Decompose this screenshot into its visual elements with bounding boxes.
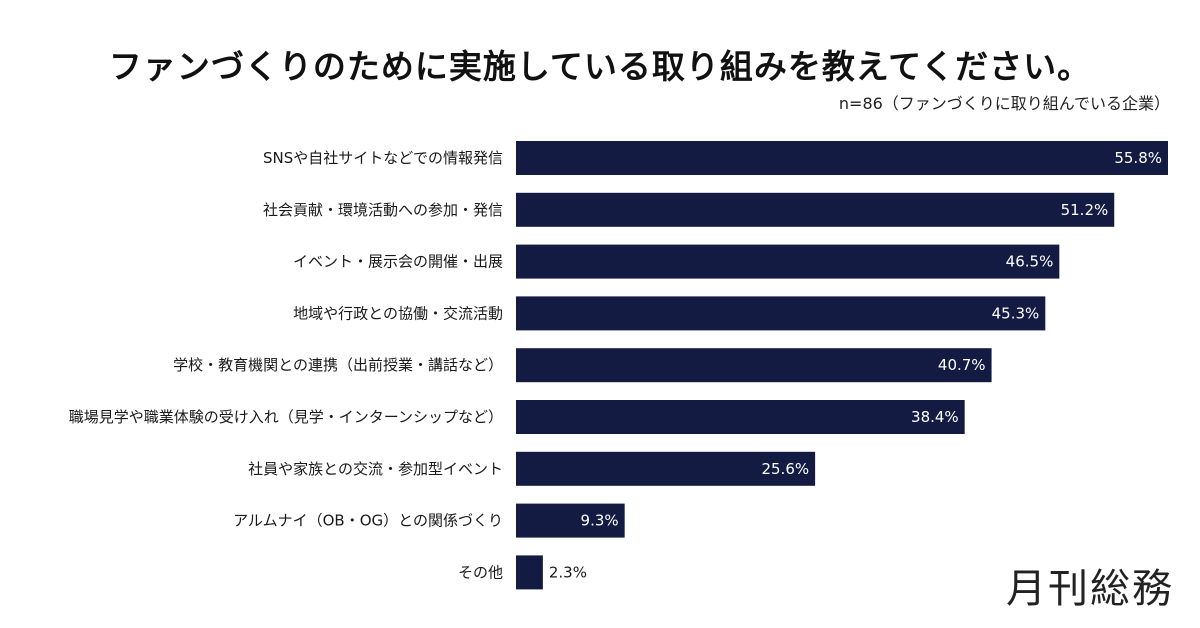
bar xyxy=(516,141,1168,175)
bar xyxy=(516,192,1115,227)
category-label: 地域や行政との協働・交流活動 xyxy=(293,304,503,322)
bar xyxy=(516,451,816,486)
category-label: 学校・教育機関との連携（出前授業・講話など） xyxy=(173,356,503,374)
category-label: その他 xyxy=(458,563,503,581)
bar xyxy=(516,555,543,590)
bar xyxy=(516,348,992,383)
value-label: 2.3% xyxy=(549,563,587,581)
bar xyxy=(516,503,625,538)
value-label: 46.5% xyxy=(1006,253,1054,271)
value-label: 38.4% xyxy=(911,408,959,426)
category-label: イベント・展示会の開催・出展 xyxy=(293,253,503,271)
value-label: 9.3% xyxy=(581,512,619,530)
bar xyxy=(516,244,1060,279)
bar xyxy=(516,296,1046,331)
chart-title: ファンづくりのために実施している取り組みを教えてください。 xyxy=(108,47,1092,86)
bar xyxy=(516,400,965,434)
category-label: 社員や家族との交流・参加型イベント xyxy=(248,460,503,478)
chart-subtitle: n=86（ファンづくりに取り組んでいる企業） xyxy=(838,94,1170,113)
category-label: アルムナイ（OB・OG）との関係づくり xyxy=(233,512,503,530)
category-label: 職場見学や職業体験の受け入れ（見学・インターンシップなど） xyxy=(69,408,503,426)
value-label: 45.3% xyxy=(992,304,1040,322)
category-label: SNSや自社サイトなどでの情報発信 xyxy=(263,149,503,167)
logo: 月刊総務 xyxy=(1006,566,1174,612)
value-label: 25.6% xyxy=(761,460,809,478)
value-label: 51.2% xyxy=(1061,201,1109,219)
value-label: 40.7% xyxy=(938,356,986,374)
value-label: 55.8% xyxy=(1114,149,1162,167)
category-label: 社会貢献・環境活動への参加・発信 xyxy=(263,201,503,219)
